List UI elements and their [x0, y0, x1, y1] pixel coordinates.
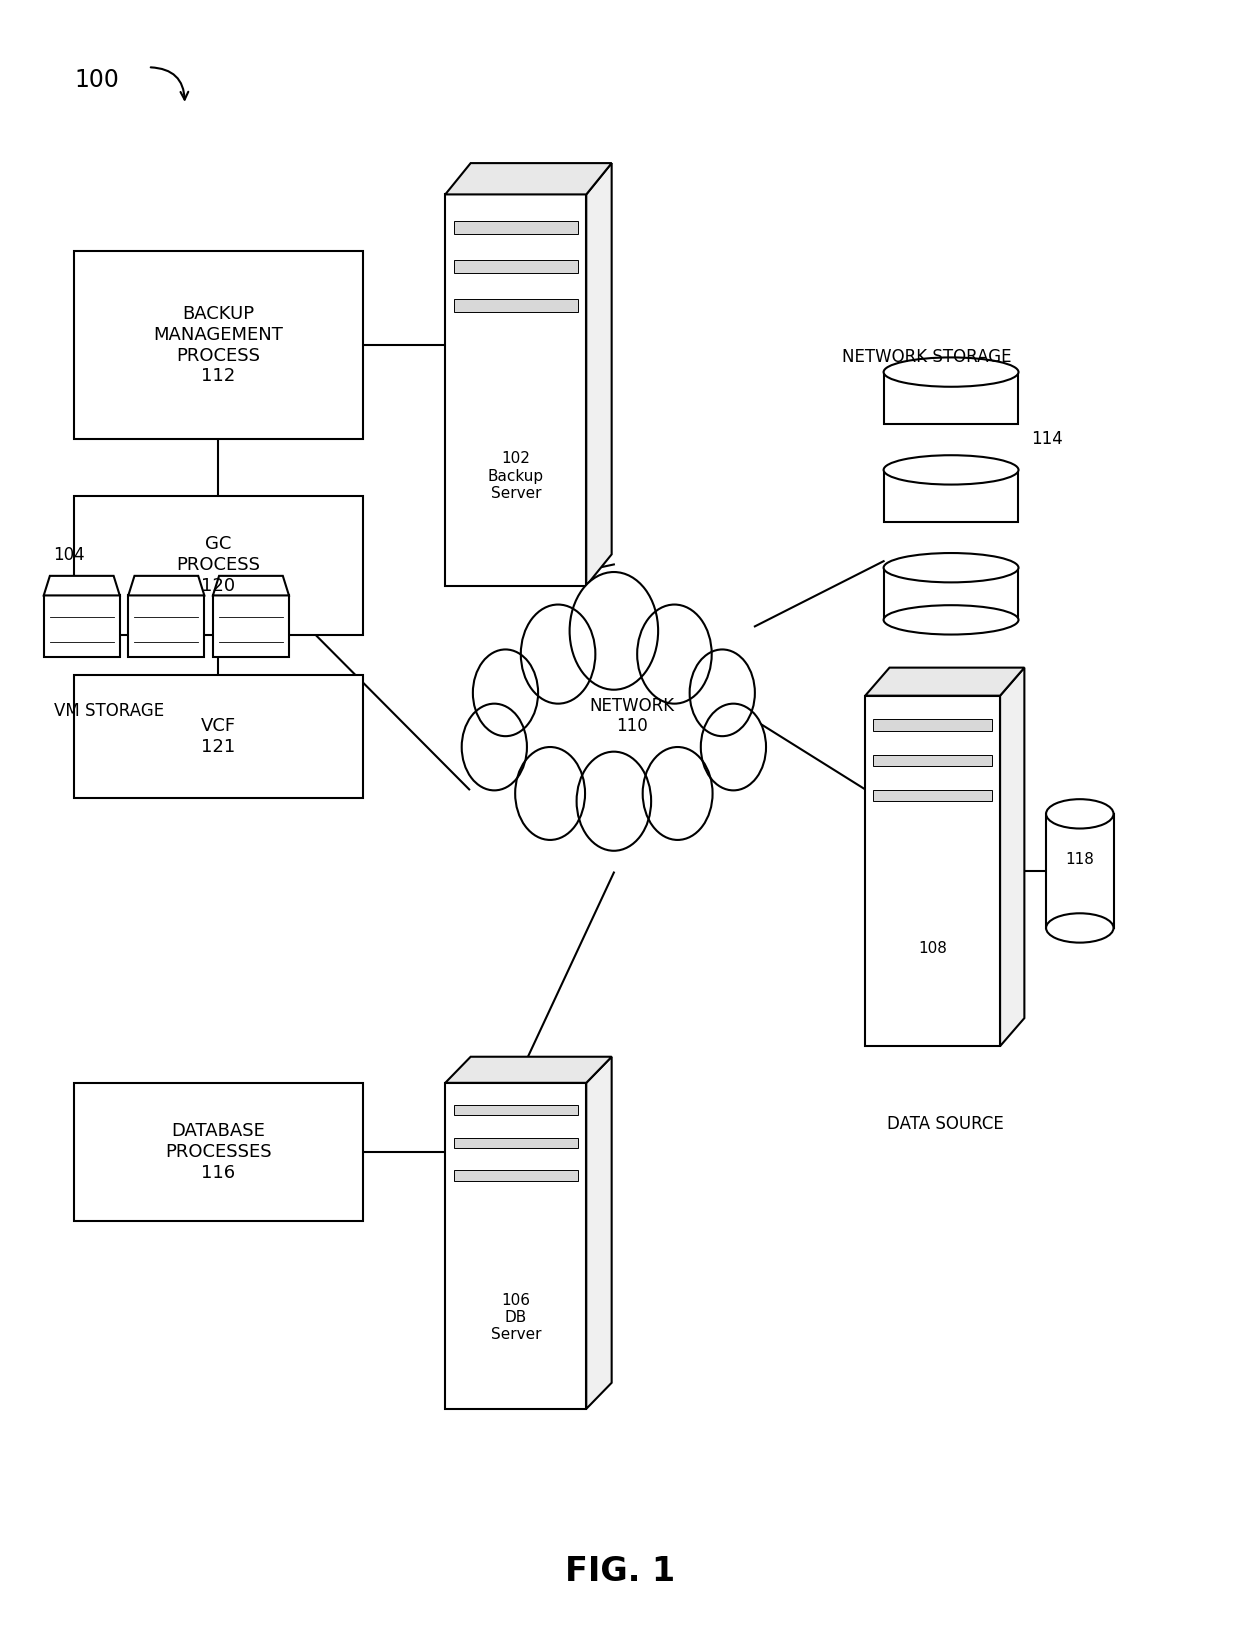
Text: BACKUP
MANAGEMENT
PROCESS
112: BACKUP MANAGEMENT PROCESS 112	[154, 306, 284, 385]
Bar	[454, 220, 578, 233]
Polygon shape	[1001, 667, 1024, 1046]
Circle shape	[515, 746, 585, 840]
Ellipse shape	[884, 357, 1018, 386]
Text: 100: 100	[74, 69, 119, 92]
Ellipse shape	[884, 455, 1018, 485]
Text: 108: 108	[919, 940, 947, 955]
Circle shape	[689, 649, 755, 737]
Polygon shape	[43, 575, 120, 595]
Text: 102
Backup
Server: 102 Backup Server	[487, 450, 544, 501]
Bar	[454, 1171, 578, 1180]
Ellipse shape	[1047, 799, 1114, 829]
Ellipse shape	[884, 552, 1018, 582]
FancyArrowPatch shape	[151, 67, 188, 100]
Bar	[873, 720, 992, 730]
Bar	[1047, 814, 1114, 927]
Polygon shape	[213, 575, 289, 595]
Bar	[454, 299, 578, 312]
Polygon shape	[445, 163, 611, 194]
Bar	[884, 470, 1018, 523]
Text: NETWORK
110: NETWORK 110	[590, 697, 675, 735]
Text: 114: 114	[1030, 431, 1063, 447]
Circle shape	[642, 746, 713, 840]
Bar	[884, 372, 1018, 424]
Polygon shape	[128, 575, 205, 595]
Text: GC
PROCESS
120: GC PROCESS 120	[176, 536, 260, 595]
Text: DATABASE
PROCESSES
116: DATABASE PROCESSES 116	[165, 1123, 272, 1182]
Bar	[866, 695, 1001, 1046]
Text: NETWORK STORAGE: NETWORK STORAGE	[842, 349, 1012, 367]
Bar	[128, 595, 205, 658]
Bar	[445, 194, 587, 585]
Circle shape	[577, 751, 651, 852]
Ellipse shape	[1047, 914, 1114, 942]
Text: FIG. 1: FIG. 1	[565, 1555, 675, 1588]
Circle shape	[637, 605, 712, 704]
Bar	[43, 595, 120, 658]
Bar	[445, 1083, 587, 1409]
Ellipse shape	[884, 605, 1018, 635]
Text: 118: 118	[1065, 852, 1094, 866]
Circle shape	[461, 704, 527, 791]
Circle shape	[521, 605, 595, 704]
Polygon shape	[866, 667, 1024, 695]
Text: VM STORAGE: VM STORAGE	[53, 702, 164, 720]
Circle shape	[701, 704, 766, 791]
Bar	[884, 567, 1018, 620]
Text: DATA SOURCE: DATA SOURCE	[887, 1115, 1003, 1133]
Bar	[454, 1105, 578, 1115]
Text: 104: 104	[53, 546, 86, 564]
Polygon shape	[587, 1057, 611, 1409]
Text: VCF
121: VCF 121	[201, 717, 236, 756]
Circle shape	[472, 649, 538, 737]
Bar	[74, 496, 362, 635]
Bar	[74, 252, 362, 439]
Bar	[74, 1083, 362, 1221]
Circle shape	[569, 572, 658, 690]
Polygon shape	[445, 1057, 611, 1083]
Bar	[873, 789, 992, 801]
Bar	[454, 260, 578, 273]
Bar	[873, 755, 992, 766]
Polygon shape	[587, 163, 611, 585]
Bar	[213, 595, 289, 658]
Bar	[454, 1138, 578, 1148]
Text: 106
DB
Server: 106 DB Server	[491, 1292, 541, 1343]
Bar	[74, 676, 362, 797]
